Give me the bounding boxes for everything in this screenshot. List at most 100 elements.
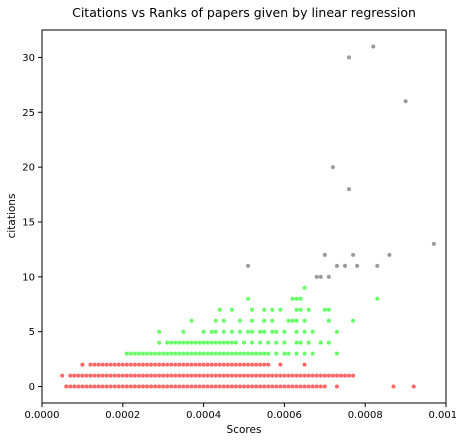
data-point (282, 340, 287, 345)
data-point (157, 362, 162, 367)
data-point (197, 362, 202, 367)
data-point (326, 318, 331, 323)
data-point (290, 384, 295, 389)
data-point (254, 384, 259, 389)
data-point (189, 373, 194, 378)
data-point (225, 351, 230, 356)
x-tick-label: 0.0006 (267, 410, 302, 421)
data-point (298, 384, 303, 389)
data-point (153, 362, 158, 367)
x-tick-label: 0.0000 (25, 410, 60, 421)
data-point (209, 362, 214, 367)
data-point (169, 373, 174, 378)
data-point (411, 384, 416, 389)
data-point (286, 373, 291, 378)
data-point (274, 340, 279, 345)
data-point (322, 252, 327, 257)
data-point (262, 329, 267, 334)
data-point (310, 351, 315, 356)
data-point (270, 307, 275, 312)
data-point (149, 373, 154, 378)
data-point (266, 362, 271, 367)
data-point (197, 373, 202, 378)
data-point (274, 351, 279, 356)
data-point (60, 373, 65, 378)
data-point (88, 373, 93, 378)
data-point (262, 362, 267, 367)
data-point (165, 373, 170, 378)
data-point (92, 362, 97, 367)
data-point (80, 373, 85, 378)
data-point (76, 384, 81, 389)
data-point (141, 351, 145, 356)
data-point (237, 351, 242, 356)
data-point (197, 384, 202, 389)
data-point (153, 384, 158, 389)
data-point (217, 340, 222, 345)
data-point (262, 373, 267, 378)
x-axis-label: Scores (227, 424, 262, 436)
data-point (213, 340, 218, 345)
data-point (254, 351, 259, 356)
data-point (201, 351, 206, 356)
data-point (161, 384, 166, 389)
data-point (141, 373, 145, 378)
data-point (310, 329, 315, 334)
data-point (326, 373, 331, 378)
data-point (286, 384, 291, 389)
data-point (145, 351, 150, 356)
data-point (314, 274, 319, 279)
data-point (225, 362, 230, 367)
data-point (205, 373, 210, 378)
data-point (306, 340, 311, 345)
data-point (229, 307, 234, 312)
data-point (165, 340, 170, 345)
data-point (310, 373, 315, 378)
data-point (294, 329, 299, 334)
data-point (157, 340, 162, 345)
data-point (351, 373, 356, 378)
data-point (197, 340, 202, 345)
data-point (258, 362, 263, 367)
data-point (108, 373, 113, 378)
data-point (128, 362, 133, 367)
data-point (145, 384, 150, 389)
data-point (246, 384, 251, 389)
data-point (351, 318, 356, 323)
data-point (124, 384, 129, 389)
data-point (221, 318, 226, 323)
data-point (246, 351, 251, 356)
data-point (177, 351, 182, 356)
data-point (270, 329, 275, 334)
data-point (189, 384, 194, 389)
data-point (229, 329, 234, 334)
data-point (387, 252, 392, 257)
data-point (124, 351, 129, 356)
data-point (92, 373, 97, 378)
data-point (185, 373, 190, 378)
data-point (250, 340, 255, 345)
data-point (169, 340, 174, 345)
data-point (262, 351, 267, 356)
data-point (286, 318, 291, 323)
data-point (132, 351, 137, 356)
data-point (229, 340, 234, 345)
data-point (258, 373, 263, 378)
data-point (165, 351, 170, 356)
data-point (161, 373, 166, 378)
data-point (145, 362, 150, 367)
data-point (185, 384, 190, 389)
data-point (334, 384, 339, 389)
data-point (136, 362, 141, 367)
data-point (124, 362, 129, 367)
data-point (189, 362, 194, 367)
data-point (250, 318, 255, 323)
data-point (217, 373, 222, 378)
data-point (84, 373, 89, 378)
data-point (217, 351, 222, 356)
data-point (242, 340, 246, 345)
data-point (229, 384, 234, 389)
data-point (149, 384, 154, 389)
data-point (298, 373, 303, 378)
